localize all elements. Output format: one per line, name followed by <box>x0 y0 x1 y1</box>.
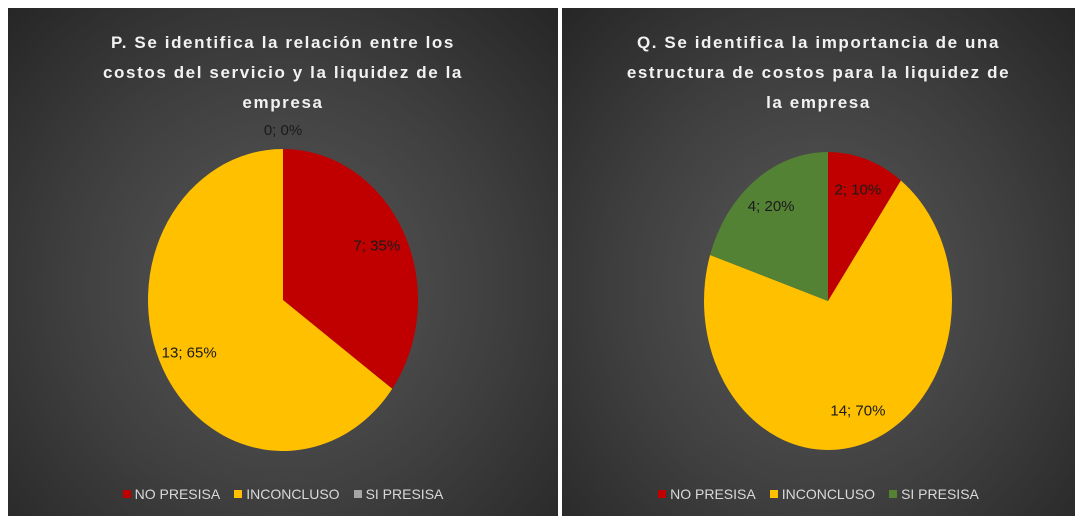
legend-label: SI PRESISA <box>901 486 979 502</box>
legend: NO PRESISA INCONCLUSO SI PRESISA <box>562 486 1075 502</box>
data-label: 14; 70% <box>830 403 885 420</box>
legend-item: INCONCLUSO <box>234 486 340 502</box>
chart-panel: Q. Se identifica la importancia de una e… <box>562 8 1075 516</box>
legend-swatch <box>122 490 131 498</box>
data-label: 7; 35% <box>353 237 400 254</box>
legend-label: INCONCLUSO <box>246 486 340 502</box>
pie-slice <box>147 149 393 452</box>
legend-label: NO PRESISA <box>134 486 221 502</box>
legend-item: NO PRESISA <box>122 486 221 502</box>
data-label: 4; 20% <box>748 198 795 215</box>
chart-title: P. Se identifica la relación entre los c… <box>102 33 463 112</box>
legend-swatch <box>353 490 362 498</box>
pie-chart: 2; 10% 14; 70% 4; 20% <box>704 152 952 451</box>
chart-title: Q. Se identifica la importancia de una e… <box>626 33 1011 112</box>
legend-swatch <box>658 490 667 498</box>
legend-item: SI PRESISA <box>889 486 979 502</box>
pie-chart: 7; 35% 13; 65% 0; 0% <box>147 122 418 452</box>
legend-label: SI PRESISA <box>365 486 444 502</box>
pie-slice <box>704 180 952 451</box>
pie-slice <box>828 152 901 301</box>
legend-swatch <box>234 490 243 498</box>
data-label: 13; 65% <box>162 344 217 361</box>
legend-swatch <box>769 490 778 498</box>
legend-swatch <box>889 490 898 498</box>
legend-item: NO PRESISA <box>658 486 756 502</box>
legend-label: INCONCLUSO <box>781 486 876 502</box>
legend-item: INCONCLUSO <box>769 486 876 502</box>
chart-panel: P. Se identifica la relación entre los c… <box>8 8 558 516</box>
data-label: 2; 10% <box>835 181 882 198</box>
legend: NO PRESISA INCONCLUSO SI PRESISA <box>8 486 558 502</box>
legend-label: NO PRESISA <box>670 486 756 502</box>
legend-item: SI PRESISA <box>353 486 444 502</box>
pie-slice <box>283 149 418 389</box>
pie-slice <box>710 152 828 301</box>
data-label: 0; 0% <box>264 122 302 139</box>
